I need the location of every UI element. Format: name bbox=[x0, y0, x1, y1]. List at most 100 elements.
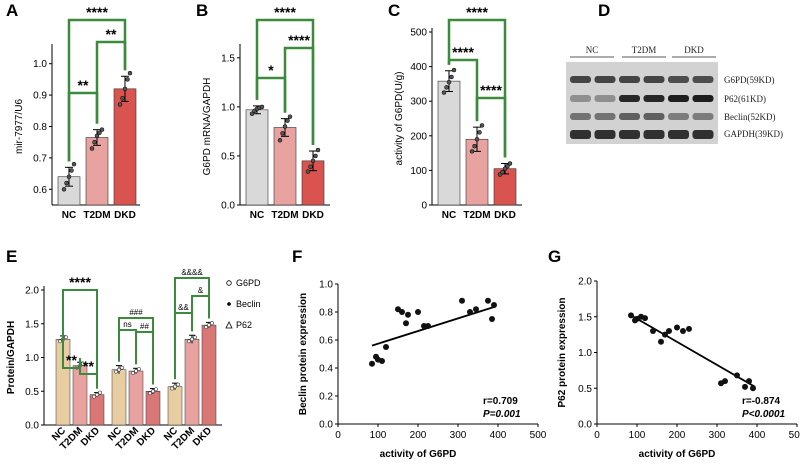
scatter-point bbox=[415, 309, 421, 315]
y-tick-label: 1.5 bbox=[221, 53, 235, 64]
panel-label: E bbox=[6, 247, 17, 266]
legend-label: G6PD bbox=[236, 278, 261, 288]
data-point bbox=[131, 371, 135, 375]
data-point bbox=[204, 325, 208, 330]
data-point bbox=[451, 67, 457, 73]
correlation-r: r=-0.874 bbox=[742, 396, 781, 407]
blot-membrane bbox=[566, 62, 718, 144]
y-tick-label: 1.5 bbox=[578, 312, 592, 323]
x-tick-label: 500 bbox=[789, 430, 800, 441]
data-point bbox=[122, 86, 128, 92]
y-tick-label: 1.0 bbox=[221, 102, 235, 113]
data-point bbox=[441, 90, 447, 95]
y-tick-label: 1.0 bbox=[25, 353, 39, 364]
scatter-point bbox=[662, 331, 668, 338]
scatter-point bbox=[686, 325, 692, 332]
significance-label: ** bbox=[78, 77, 89, 93]
blot-band bbox=[619, 130, 640, 139]
data-point bbox=[310, 158, 316, 164]
scatter-point bbox=[722, 378, 728, 385]
significance-label: & bbox=[198, 286, 204, 295]
y-tick-label: 0 bbox=[421, 201, 427, 212]
blot-band bbox=[692, 130, 714, 139]
data-point bbox=[449, 74, 454, 80]
blot-band bbox=[594, 76, 616, 83]
x-category-label: DKD bbox=[79, 425, 102, 448]
y-tick-label: 0.0 bbox=[578, 420, 592, 431]
bar bbox=[89, 394, 105, 426]
scatter-point bbox=[666, 328, 672, 335]
x-category-label: NC bbox=[250, 210, 264, 221]
data-point bbox=[315, 147, 321, 153]
scatter-point bbox=[642, 315, 648, 322]
data-point bbox=[207, 323, 211, 328]
bar bbox=[201, 324, 217, 426]
data-point bbox=[94, 133, 100, 139]
significance-label: ** bbox=[106, 26, 117, 42]
y-tick-label: 2.0 bbox=[578, 277, 592, 288]
data-point bbox=[95, 392, 99, 397]
data-point bbox=[114, 369, 118, 374]
data-point bbox=[66, 174, 72, 179]
blot-band bbox=[668, 130, 689, 139]
data-point bbox=[507, 161, 513, 166]
p-value: P<0.0001 bbox=[742, 409, 786, 420]
significance-bracket bbox=[62, 289, 98, 389]
scatter-point bbox=[473, 306, 479, 313]
blot-band bbox=[570, 130, 591, 139]
legend-marker bbox=[226, 280, 232, 286]
scatter-point bbox=[674, 324, 680, 331]
scatter-point bbox=[628, 312, 634, 319]
data-point bbox=[64, 335, 68, 340]
scatter-point bbox=[734, 372, 740, 379]
panel-d-western-blot: D NC T2DM DKD G6PD(59KD) P62(61KD) Beclin(52KD… bbox=[566, 1, 783, 144]
y-tick-label: 1.5 bbox=[25, 319, 39, 330]
x-tick-label: 0 bbox=[594, 430, 600, 441]
y-tick-label: 0.5 bbox=[221, 151, 235, 162]
bar bbox=[128, 370, 144, 426]
y-tick-label: 0.2 bbox=[319, 392, 333, 403]
significance-label: ** bbox=[83, 358, 94, 374]
data-point bbox=[505, 163, 510, 169]
y-axis-label: mir-7977/U6 bbox=[14, 99, 25, 154]
significance-label: ## bbox=[140, 322, 149, 331]
blot-band bbox=[570, 76, 591, 83]
data-point bbox=[89, 146, 95, 151]
data-point bbox=[193, 335, 197, 340]
blot-band bbox=[570, 113, 591, 120]
x-tick-label: 200 bbox=[669, 430, 686, 441]
y-tick-label: 0.8 bbox=[319, 308, 333, 319]
panel-label: C bbox=[388, 1, 400, 20]
significance-label: **** bbox=[466, 4, 488, 20]
y-axis-label: Protein/GAPDH bbox=[6, 321, 17, 394]
x-category-label: DKD bbox=[191, 425, 214, 448]
significance-bracket bbox=[174, 277, 210, 380]
x-category-label: T2DM bbox=[463, 210, 490, 221]
data-point bbox=[92, 394, 96, 399]
data-point bbox=[308, 164, 313, 169]
y-tick-label: 100 bbox=[410, 166, 427, 177]
data-point bbox=[148, 391, 152, 396]
data-point bbox=[71, 161, 77, 167]
x-axis-label: activity of G6PD bbox=[380, 449, 457, 460]
significance-label: && bbox=[178, 303, 189, 312]
scatter-point bbox=[650, 328, 656, 335]
bar bbox=[245, 109, 269, 206]
y-axis-label: G6PD mRNA/GAPDH bbox=[202, 78, 213, 176]
scatter-point bbox=[425, 323, 431, 329]
x-tick-label: 0 bbox=[335, 430, 341, 441]
x-tick-label: 300 bbox=[450, 430, 467, 441]
scatter-point bbox=[742, 383, 748, 390]
legend-label: P62 bbox=[236, 320, 252, 330]
bar bbox=[85, 137, 109, 206]
scatter-point bbox=[459, 297, 465, 304]
scatter-point bbox=[746, 378, 752, 385]
data-point bbox=[210, 321, 214, 325]
blot-band bbox=[668, 95, 689, 102]
data-point bbox=[500, 169, 505, 175]
panel-label: A bbox=[6, 1, 18, 20]
scatter-point bbox=[399, 309, 405, 315]
y-axis-label: P62 protein expression bbox=[557, 297, 568, 407]
blot-band bbox=[692, 113, 714, 120]
